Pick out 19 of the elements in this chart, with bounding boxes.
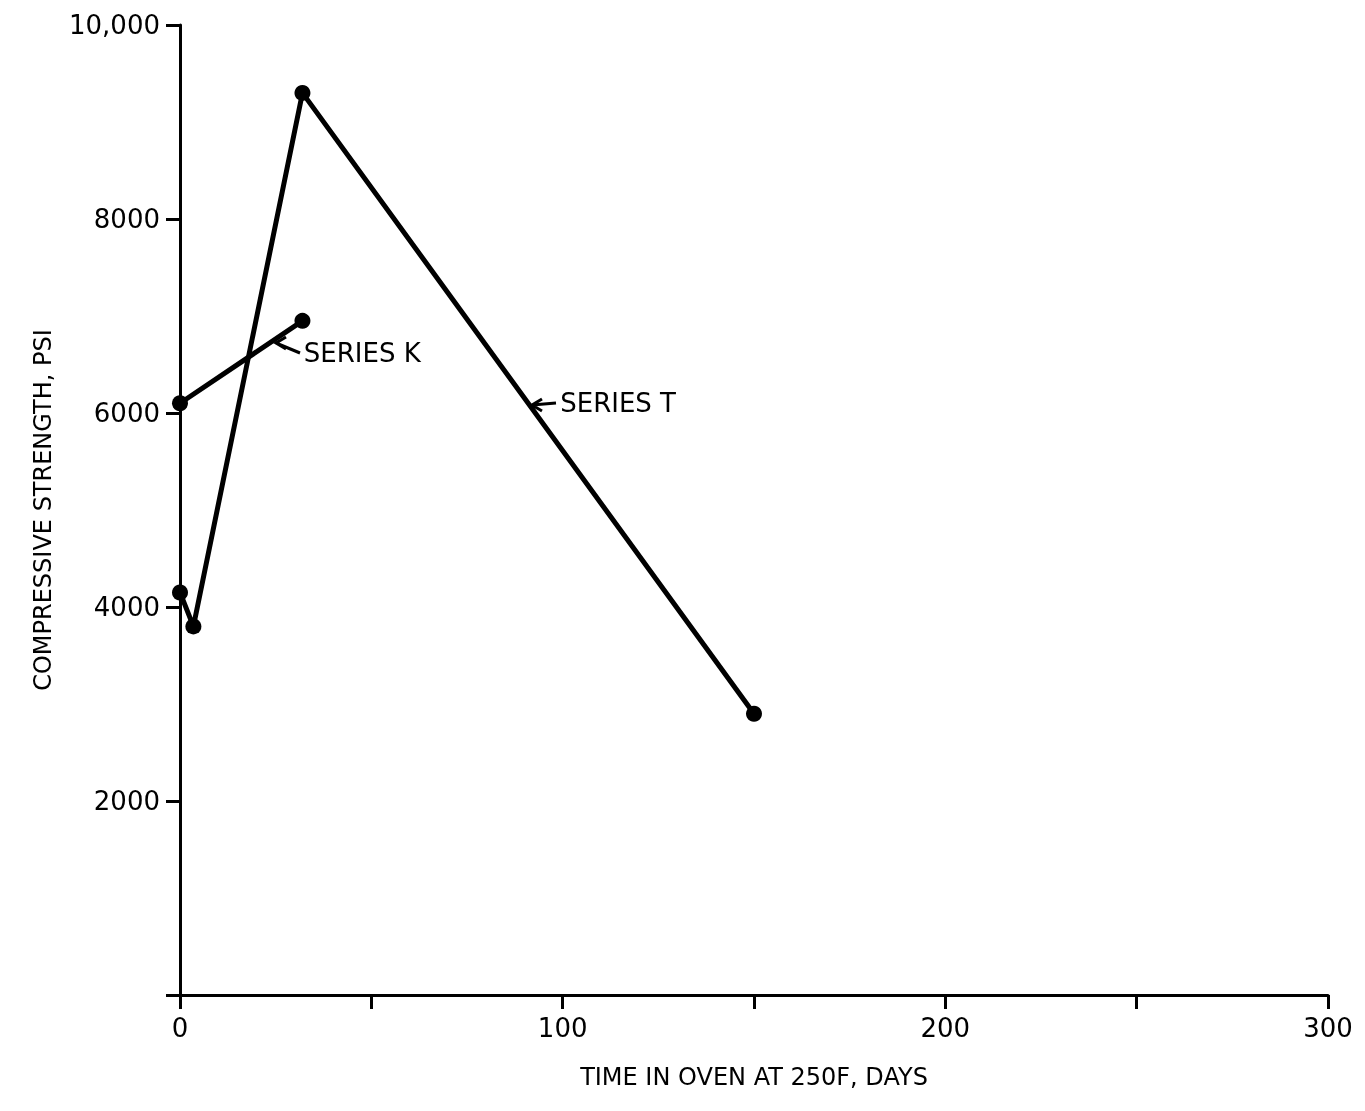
y-tick-label: 2000: [93, 786, 160, 816]
x-tick-label: 100: [537, 1013, 588, 1043]
point: [746, 705, 762, 722]
y-tick-label: 6000: [93, 398, 160, 428]
point: [172, 395, 188, 412]
point: [185, 618, 202, 635]
y-tick-label: 4000: [93, 592, 160, 622]
y-axis-title: COMPRESSIVE STRENGTH, PSI: [29, 329, 57, 691]
y-tick-label: 8000: [93, 204, 160, 234]
legend-label: SERIES K: [303, 338, 422, 369]
x-tick-label: 300: [1303, 1013, 1353, 1043]
point: [294, 84, 311, 101]
x-tick-label: 200: [920, 1013, 971, 1043]
y-tick-label: 10,000: [69, 10, 160, 40]
x-axis-title: TIME IN OVEN AT 250F, DAYS: [579, 1063, 928, 1091]
legend-label: SERIES T: [560, 388, 677, 419]
x-tick-label: 0: [171, 1013, 189, 1043]
point: [294, 312, 311, 329]
point: [172, 584, 188, 601]
